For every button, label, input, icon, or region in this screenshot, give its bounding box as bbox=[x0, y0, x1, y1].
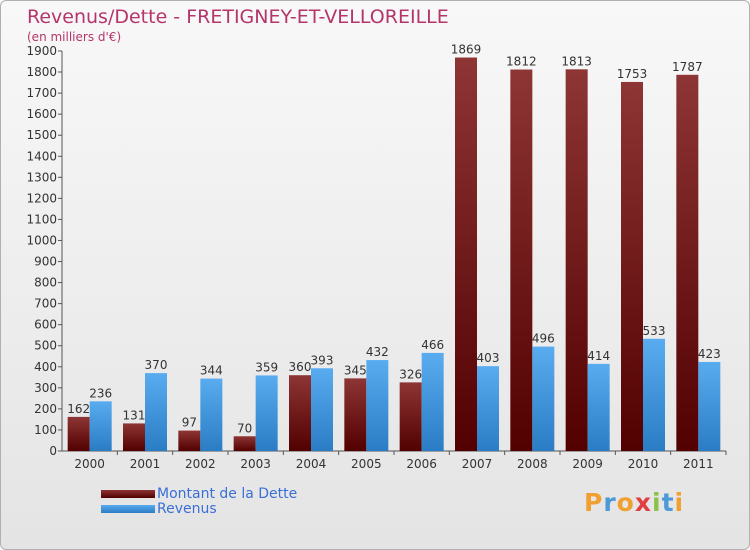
bar-debt bbox=[455, 57, 477, 452]
bar-revenue bbox=[145, 373, 167, 451]
logo-letter: r bbox=[603, 488, 617, 517]
data-label-revenue: 393 bbox=[311, 353, 334, 367]
x-tick-label: 2000 bbox=[74, 457, 105, 471]
x-tick-label: 2011 bbox=[683, 457, 714, 471]
bar-revenue bbox=[587, 363, 610, 451]
bar-debt bbox=[344, 378, 367, 451]
y-tick-label: 1900 bbox=[26, 44, 57, 58]
data-label-debt: 345 bbox=[344, 363, 367, 377]
bar-revenue bbox=[698, 361, 721, 451]
chart-subtitle: (en milliers d'€) bbox=[27, 30, 122, 44]
logo-letter: x bbox=[634, 488, 652, 517]
data-label-revenue: 370 bbox=[145, 358, 168, 372]
x-tick-label: 2009 bbox=[572, 457, 603, 471]
legend-label-revenue: Revenus bbox=[157, 500, 217, 517]
logo-letter: t bbox=[661, 488, 675, 517]
y-tick-label: 1300 bbox=[26, 170, 57, 184]
bar-revenue bbox=[200, 378, 223, 451]
bar-revenue bbox=[532, 346, 555, 451]
logo-letter: o bbox=[616, 488, 635, 517]
data-label-debt: 162 bbox=[67, 402, 90, 416]
x-tick-label: 2004 bbox=[296, 457, 327, 471]
y-tick-label: 800 bbox=[34, 276, 57, 290]
data-label-debt: 1787 bbox=[672, 60, 703, 74]
y-tick-label: 1700 bbox=[26, 86, 57, 100]
y-tick-label: 500 bbox=[34, 339, 57, 353]
y-tick-label: 400 bbox=[34, 360, 57, 374]
data-label-debt: 1753 bbox=[617, 67, 648, 81]
data-label-debt: 1869 bbox=[451, 43, 482, 57]
y-tick-label: 300 bbox=[34, 381, 57, 395]
y-tick-label: 1200 bbox=[26, 191, 57, 205]
legend-item-debt: Montant de la Dette bbox=[101, 485, 298, 502]
x-tick-label: 2007 bbox=[462, 457, 493, 471]
y-tick-label: 1600 bbox=[26, 107, 57, 121]
y-tick-label: 700 bbox=[34, 297, 57, 311]
bar-revenue bbox=[421, 352, 444, 451]
x-tick-label: 2006 bbox=[406, 457, 437, 471]
bar-revenue bbox=[89, 401, 112, 451]
bar-debt bbox=[289, 375, 311, 451]
bar-debt bbox=[67, 416, 90, 451]
logo-letter: P bbox=[584, 488, 604, 517]
legend-label-debt: Montant de la Dette bbox=[157, 485, 298, 502]
legend-swatch-revenue bbox=[101, 504, 155, 513]
data-label-debt: 1813 bbox=[561, 54, 592, 68]
y-tick-label: 1100 bbox=[26, 212, 57, 226]
data-label-revenue: 423 bbox=[698, 347, 721, 361]
data-label-revenue: 344 bbox=[200, 364, 223, 378]
bar-revenue bbox=[477, 366, 499, 451]
y-tick-label: 600 bbox=[34, 318, 57, 332]
data-label-debt: 97 bbox=[182, 416, 197, 430]
legend-swatch-debt bbox=[101, 489, 155, 498]
x-tick-label: 2005 bbox=[351, 457, 382, 471]
y-tick-label: 1000 bbox=[26, 233, 57, 247]
y-tick-label: 1400 bbox=[26, 149, 57, 163]
bar-debt bbox=[565, 69, 588, 451]
y-tick-label: 0 bbox=[49, 444, 57, 458]
legend: Montant de la Dette Revenus bbox=[101, 485, 298, 517]
data-label-revenue: 359 bbox=[255, 360, 278, 374]
x-tick-label: 2002 bbox=[185, 457, 216, 471]
bar-debt bbox=[676, 74, 699, 451]
data-label-debt: 131 bbox=[123, 408, 146, 422]
bar-debt bbox=[233, 436, 256, 451]
data-label-revenue: 236 bbox=[89, 386, 112, 400]
bar-debt bbox=[621, 81, 643, 452]
bar-debt bbox=[510, 69, 533, 452]
proxiti-logo: Proxiti bbox=[584, 488, 684, 517]
y-tick-label: 1500 bbox=[26, 128, 57, 142]
x-tick-label: 2010 bbox=[628, 457, 659, 471]
y-tick-label: 200 bbox=[34, 402, 57, 416]
logo-letter: i bbox=[674, 488, 685, 517]
data-label-revenue: 414 bbox=[587, 349, 610, 363]
bar-revenue bbox=[366, 360, 389, 451]
bar-debt bbox=[178, 430, 201, 451]
data-label-revenue: 533 bbox=[643, 324, 666, 338]
bar-revenue bbox=[255, 375, 278, 451]
data-label-revenue: 466 bbox=[421, 338, 444, 352]
bar-chart: 0 100 200 300 400 500 600 700 800 900 1000 1100 1200… bbox=[26, 43, 727, 471]
y-tick-label: 1800 bbox=[26, 65, 57, 79]
x-tick-label: 2008 bbox=[517, 457, 548, 471]
y-tick-label: 100 bbox=[34, 423, 57, 437]
x-tick-label: 2001 bbox=[130, 457, 161, 471]
data-label-debt: 326 bbox=[399, 367, 422, 381]
data-label-revenue: 403 bbox=[477, 351, 500, 365]
chart-title: Revenus/Dette - FRETIGNEY-ET-VELLOREILLE bbox=[27, 6, 449, 28]
logo-letter: i bbox=[652, 488, 662, 517]
bar-revenue bbox=[643, 338, 665, 451]
bar-debt bbox=[123, 423, 145, 451]
x-tick-label: 2003 bbox=[240, 457, 271, 471]
bar-debt bbox=[399, 382, 422, 451]
bar-revenue bbox=[311, 368, 333, 451]
data-label-debt: 1812 bbox=[506, 55, 537, 69]
data-label-debt: 70 bbox=[237, 421, 252, 435]
y-tick-label: 900 bbox=[34, 255, 57, 269]
legend-item-revenue: Revenus bbox=[101, 500, 297, 517]
data-label-revenue: 432 bbox=[366, 345, 389, 359]
data-label-debt: 360 bbox=[289, 360, 312, 374]
data-label-revenue: 496 bbox=[532, 332, 555, 346]
